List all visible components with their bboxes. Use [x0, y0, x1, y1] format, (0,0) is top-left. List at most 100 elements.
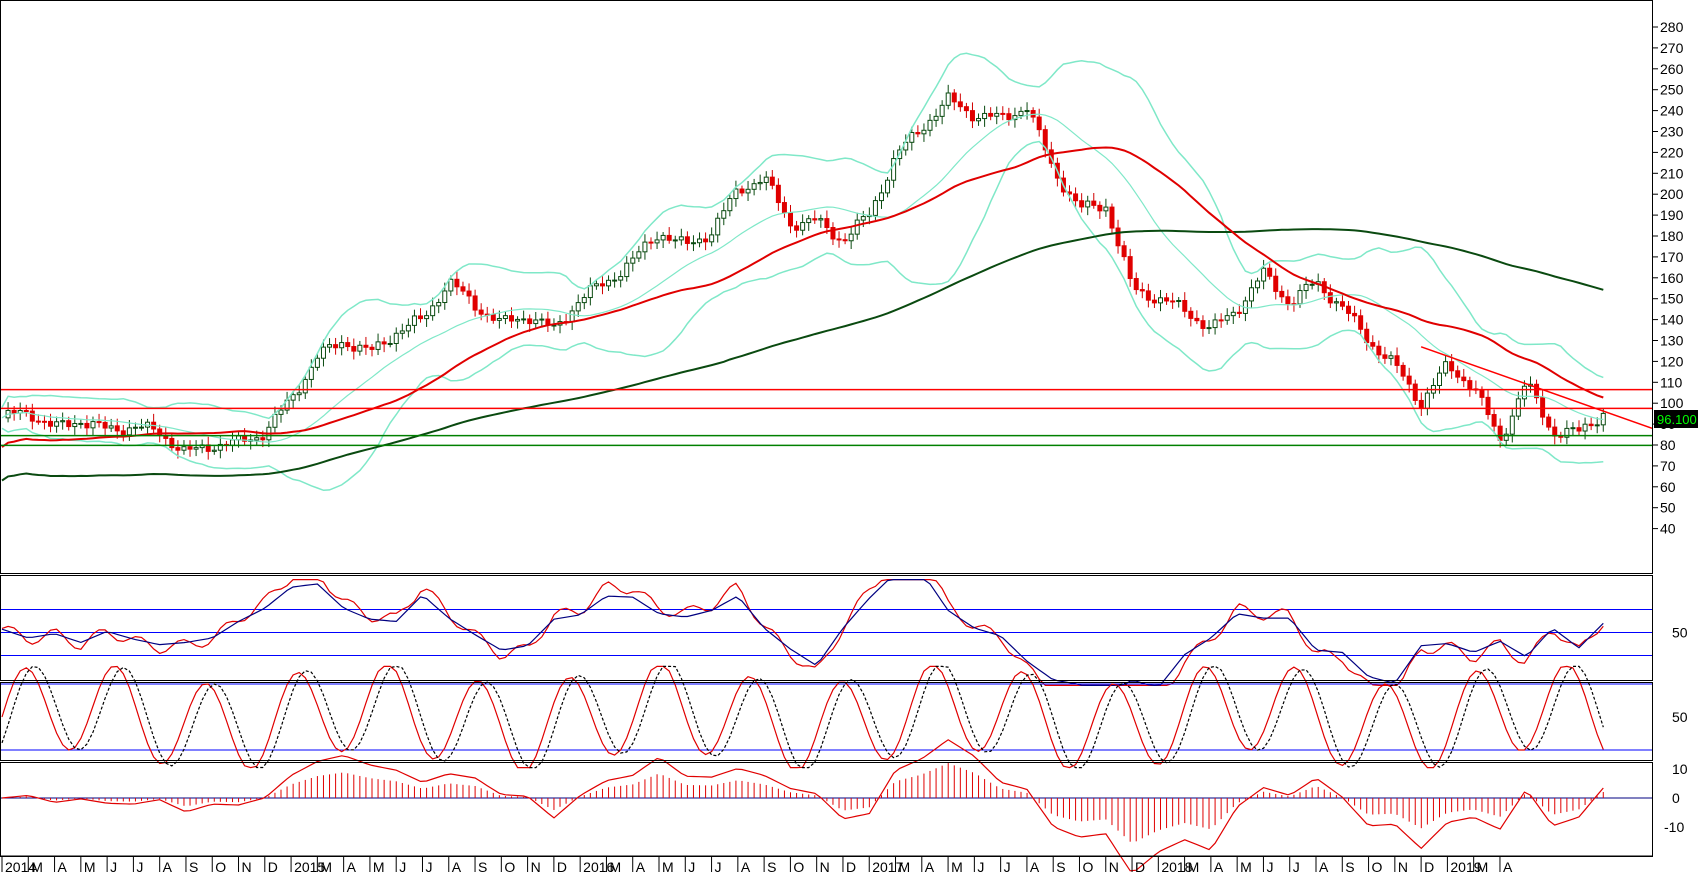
rsi-panel[interactable]: 50	[0, 579, 1688, 687]
candle-body	[1261, 267, 1267, 282]
price-tick-label: 70	[1660, 458, 1676, 474]
candle-body	[302, 378, 308, 394]
candle-body	[90, 421, 96, 429]
candle-body	[211, 449, 217, 452]
candle-body	[533, 319, 539, 325]
candle-body	[1382, 354, 1388, 359]
candle-body	[54, 421, 60, 427]
price-panel[interactable]: 4050607080901001101201301401501601701801…	[0, 19, 1684, 537]
x-tick-label: S	[189, 859, 198, 875]
candle-body	[1540, 397, 1546, 418]
candle-body	[405, 324, 411, 332]
candle-body	[1218, 319, 1224, 322]
candle-body	[1133, 278, 1139, 291]
candle-body	[854, 219, 860, 235]
candle-body	[1509, 415, 1515, 435]
x-tick-label: J	[425, 859, 432, 875]
candle-body	[818, 218, 824, 221]
x-tick-label: A	[636, 859, 646, 875]
candle-body	[11, 409, 17, 414]
candle-body	[945, 92, 951, 106]
candle-body	[800, 222, 806, 231]
candle-body	[1230, 311, 1236, 317]
candle-body	[836, 238, 842, 241]
x-tick-label: M	[84, 859, 96, 875]
candle-body	[1006, 113, 1012, 121]
candle-body	[1443, 361, 1449, 374]
candle-body	[1127, 256, 1133, 280]
candle-body	[976, 118, 982, 122]
candle-body	[624, 262, 630, 278]
candle-body	[1206, 327, 1212, 330]
x-tick-label: M	[899, 859, 911, 875]
candle-body	[1346, 305, 1352, 314]
macd-tick-label: -10	[1664, 819, 1684, 835]
x-tick-label: N	[820, 859, 830, 875]
candle-body	[994, 112, 1000, 117]
price-tick-label: 190	[1660, 207, 1684, 223]
macd-panel[interactable]: 10 0 -10	[0, 739, 1688, 872]
candle-body	[539, 318, 545, 321]
macd-line	[1, 739, 1604, 872]
candle-body	[272, 413, 278, 428]
candle-body	[1279, 290, 1285, 298]
x-tick-label: J	[136, 859, 143, 875]
candle-body	[1376, 345, 1382, 356]
candle-body	[1491, 414, 1497, 427]
candle-body	[229, 439, 235, 446]
price-tick-label: 250	[1660, 82, 1684, 98]
candle-body	[1079, 200, 1085, 208]
candle-body	[41, 420, 47, 423]
candle-body	[527, 318, 533, 325]
last-price-box	[1654, 410, 1698, 428]
candle-body	[593, 283, 599, 287]
candle-body	[1297, 290, 1303, 305]
candle-body	[1485, 396, 1491, 416]
candle-body	[472, 295, 478, 311]
candle-body	[496, 318, 502, 321]
trendline	[1420, 346, 1653, 429]
candle-body	[1400, 364, 1406, 377]
candle-body	[29, 410, 35, 422]
x-tick-label: M	[320, 859, 332, 875]
x-tick-label: J	[715, 859, 722, 875]
candle-body	[1042, 129, 1048, 151]
candle-body	[1303, 283, 1309, 292]
x-tick-label: O	[504, 859, 515, 875]
candle-body	[314, 357, 320, 368]
candle-body	[612, 279, 618, 282]
candle-body	[454, 278, 460, 288]
candle-body	[1552, 426, 1558, 437]
candle-body	[1424, 392, 1430, 409]
x-tick-label: D	[268, 859, 278, 875]
candle-body	[515, 318, 521, 322]
candle-body	[988, 112, 994, 117]
candle-body	[381, 341, 387, 345]
price-tick-label: 170	[1660, 249, 1684, 265]
candle-body	[72, 423, 78, 428]
candle-body	[132, 426, 138, 429]
candle-body	[96, 421, 102, 424]
x-tick-label: A	[741, 859, 751, 875]
price-tick-label: 110	[1660, 374, 1683, 390]
candle-body	[939, 104, 945, 117]
candle-body	[1461, 376, 1467, 382]
x-tick-label: D	[557, 859, 567, 875]
candle-body	[126, 427, 132, 436]
macd-tick-label: 0	[1672, 790, 1680, 806]
candle-body	[278, 409, 284, 415]
x-tick-label: S	[1056, 859, 1065, 875]
candle-body	[630, 257, 636, 264]
candle-body	[678, 236, 684, 241]
candle-body	[672, 239, 678, 242]
price-tick-label: 200	[1660, 186, 1684, 202]
price-tick-label: 80	[1660, 437, 1676, 453]
candle-body	[1255, 280, 1261, 289]
x-tick-label: N	[531, 859, 541, 875]
candle-body	[357, 344, 363, 352]
x-tick-label: A	[1214, 859, 1224, 875]
candle-body	[466, 290, 472, 297]
price-tick-label: 180	[1660, 228, 1684, 244]
candle-body	[824, 218, 830, 228]
